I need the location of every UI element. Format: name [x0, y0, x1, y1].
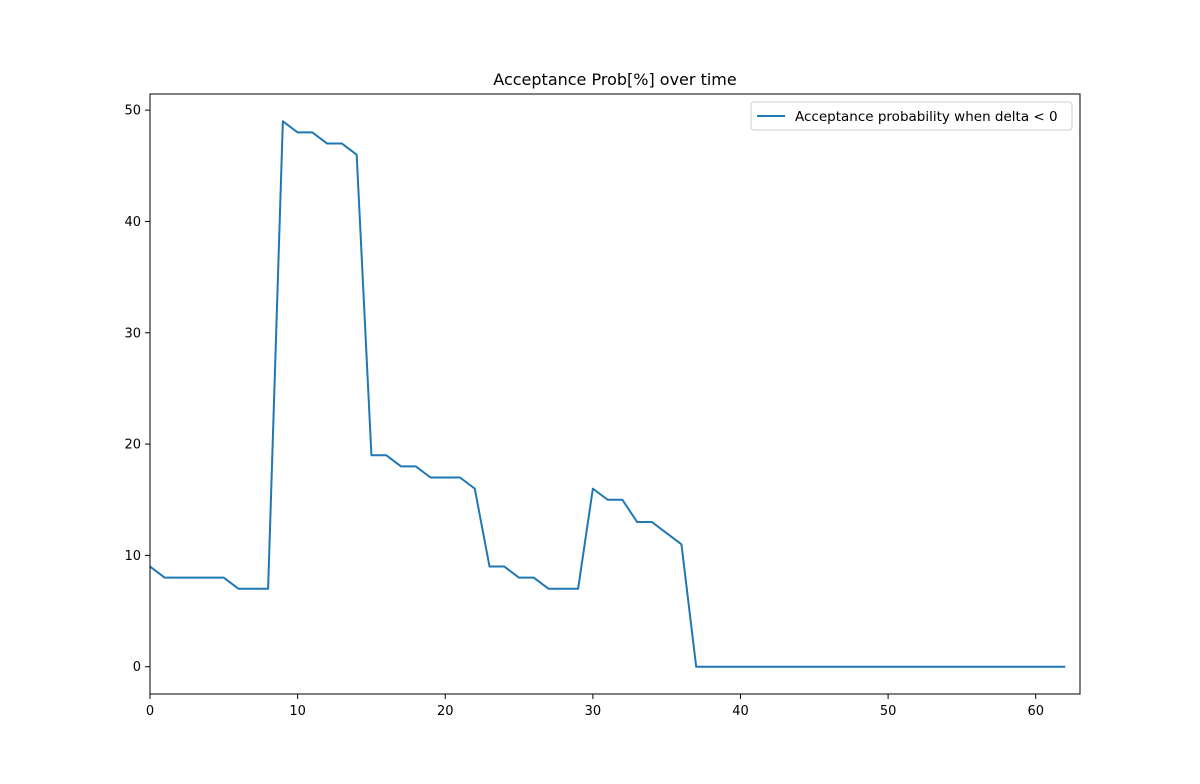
series-line-0 — [149, 120, 1066, 668]
y-tick-label: 0 — [133, 660, 141, 675]
y-tick-label: 50 — [124, 104, 141, 119]
x-tick-label: 0 — [146, 704, 154, 719]
axes-frame — [149, 93, 1081, 695]
x-tick-label: 20 — [437, 704, 454, 719]
axes: 0 10 20 30 40 50 60 0 10 20 30 40 50 — [124, 93, 1081, 719]
legend: Acceptance probability when delta < 0 — [750, 101, 1073, 131]
x-tick-label: 10 — [289, 704, 306, 719]
y-tick-label: 10 — [124, 549, 141, 564]
plot-area — [149, 120, 1066, 668]
x-tick-label: 30 — [585, 704, 602, 719]
x-tick-label: 50 — [880, 704, 897, 719]
legend-box — [750, 101, 1073, 131]
x-tick-label: 60 — [1027, 704, 1044, 719]
y-tick-label: 40 — [124, 215, 141, 230]
x-tick-label: 40 — [732, 704, 749, 719]
chart-title: Acceptance Prob[%] over time — [493, 70, 736, 89]
legend-label: Acceptance probability when delta < 0 — [795, 109, 1058, 125]
y-tick-label: 30 — [124, 326, 141, 341]
y-tick-label: 20 — [124, 438, 141, 453]
